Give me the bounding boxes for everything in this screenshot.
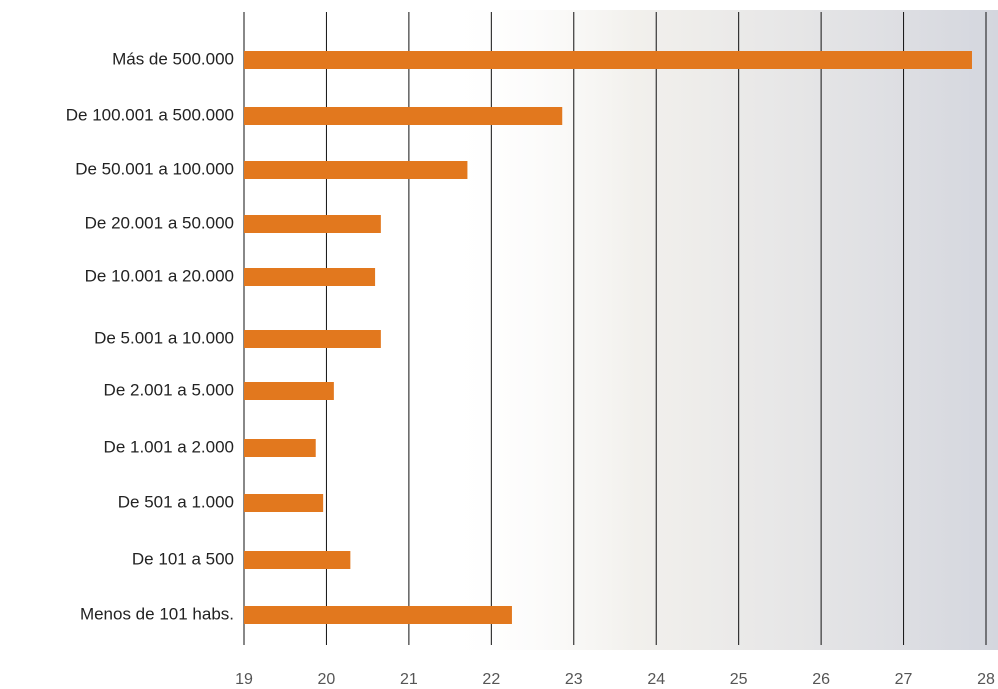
bar xyxy=(244,439,316,457)
y-tick-label: De 101 a 500 xyxy=(132,549,234,568)
x-tick-label: 25 xyxy=(730,671,748,688)
x-tick-label: 20 xyxy=(318,671,336,688)
bar xyxy=(244,382,334,400)
bar xyxy=(244,330,381,348)
x-tick-label: 21 xyxy=(400,671,418,688)
y-tick-label: De 50.001 a 100.000 xyxy=(75,159,234,178)
bar xyxy=(244,161,468,179)
bar xyxy=(244,107,563,125)
x-tick-label: 28 xyxy=(977,671,995,688)
y-tick-label: De 20.001 a 50.000 xyxy=(85,213,234,232)
y-tick-label: De 1.001 a 2.000 xyxy=(104,437,234,456)
y-tick-label: De 501 a 1.000 xyxy=(118,492,234,511)
y-tick-label: De 10.001 a 20.000 xyxy=(85,266,234,285)
y-tick-label: Más de 500.000 xyxy=(112,49,234,68)
bar xyxy=(244,215,381,233)
background-photo xyxy=(440,10,998,650)
bar xyxy=(244,268,376,286)
bar xyxy=(244,51,972,69)
bar xyxy=(244,606,512,624)
x-tick-label: 19 xyxy=(235,671,253,688)
x-tick-label: 22 xyxy=(482,671,500,688)
x-tick-label: 27 xyxy=(895,671,913,688)
bar xyxy=(244,494,324,512)
y-tick-label: De 5.001 a 10.000 xyxy=(94,328,234,347)
x-tick-label: 23 xyxy=(565,671,583,688)
x-tick-label: 26 xyxy=(812,671,830,688)
bar xyxy=(244,551,351,569)
y-tick-label: De 100.001 a 500.000 xyxy=(66,105,234,124)
x-tick-label: 24 xyxy=(647,671,665,688)
y-tick-label: Menos de 101 habs. xyxy=(80,604,234,623)
y-tick-label: De 2.001 a 5.000 xyxy=(104,380,234,399)
